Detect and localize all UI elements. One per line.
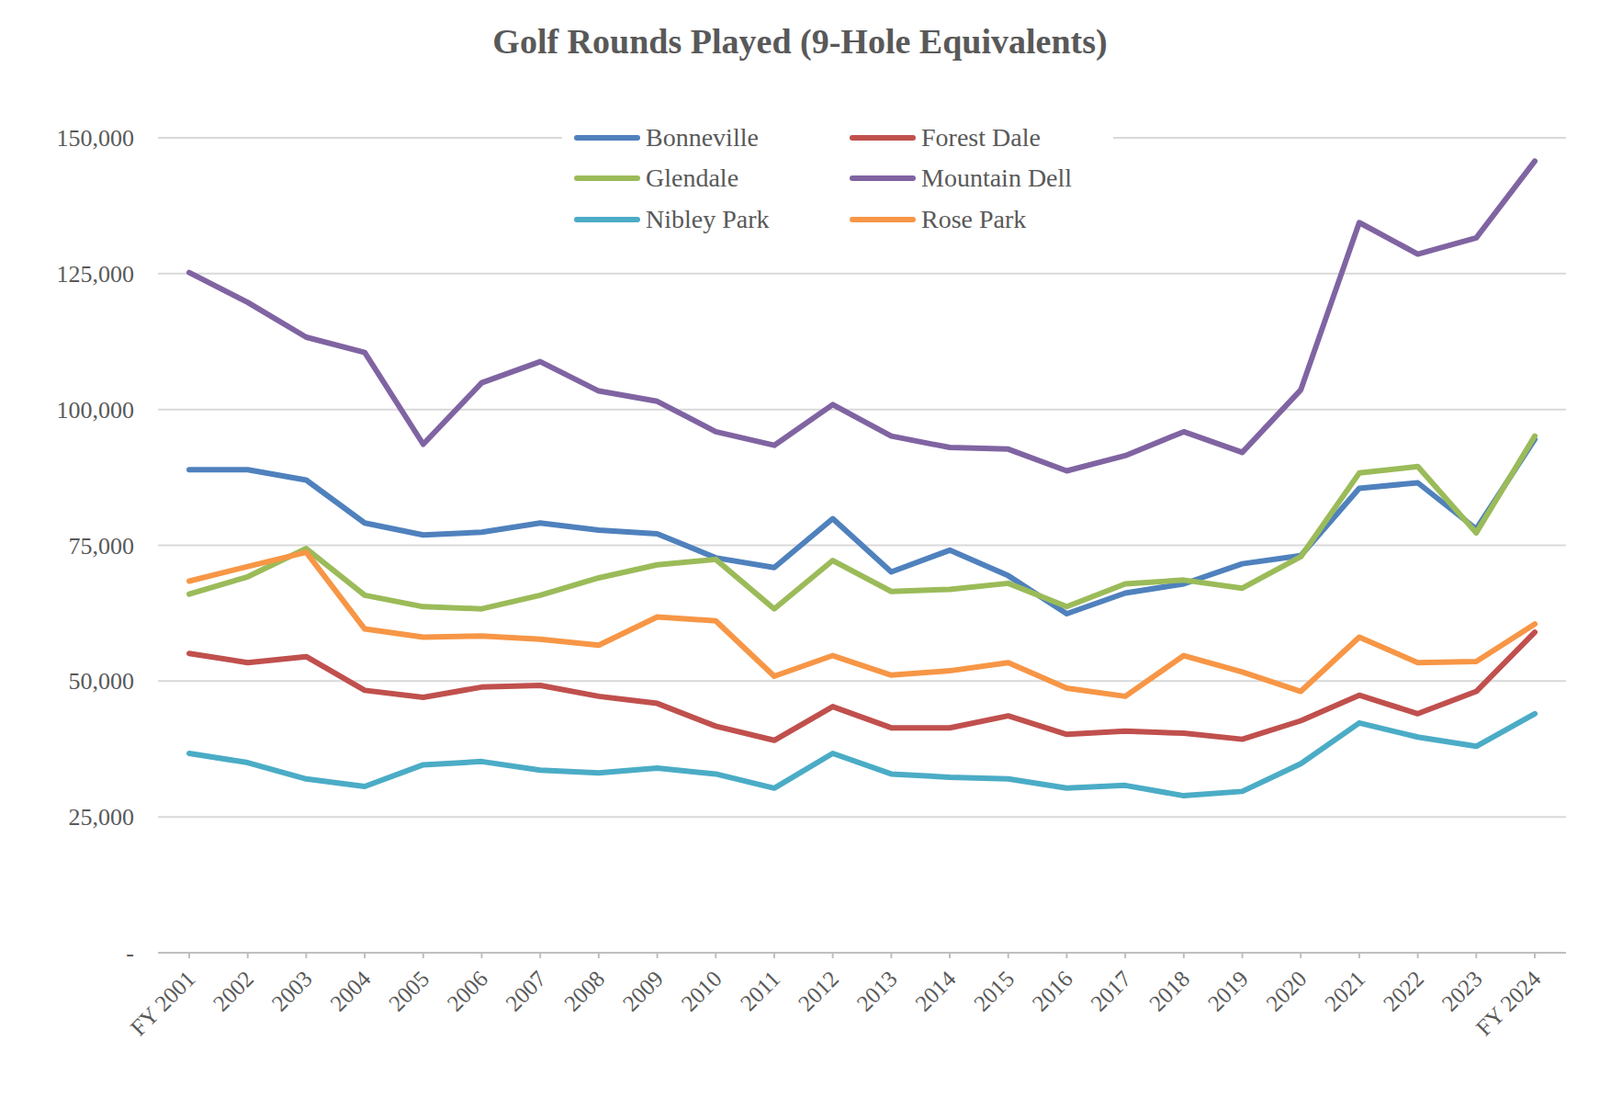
x-tick-label: 2006 (442, 965, 493, 1015)
legend-swatch (576, 135, 638, 141)
x-tick (656, 952, 659, 958)
x-tick-label: 2015 (969, 965, 1019, 1015)
y-tick-label: 50,000 (68, 667, 136, 695)
x-tick-label: 2013 (851, 965, 902, 1015)
chart: Golf Rounds Played (9-Hole Equivalents) -… (0, 0, 1600, 1097)
legend-label: Glendale (645, 163, 739, 192)
x-tick-label: 2012 (793, 965, 844, 1015)
x-tick-label: 2004 (325, 965, 376, 1016)
x-tick (1124, 952, 1127, 958)
x-tick-label: FY 2024 (1471, 965, 1546, 1040)
grid-line (157, 272, 1567, 275)
x-tick (714, 952, 717, 958)
legend: Bonneville Forest Dale Glendale Mountain De… (562, 113, 1114, 243)
x-tick (480, 952, 483, 958)
x-tick (597, 952, 600, 958)
x-tick-label: FY 2001 (125, 965, 201, 1040)
x-tick-label: 2003 (266, 965, 316, 1015)
x-tick (188, 952, 191, 958)
legend-label: Nibley Park (645, 204, 770, 234)
x-tick (832, 952, 834, 958)
grid-line (157, 408, 1567, 411)
x-tick-label: 2019 (1203, 965, 1253, 1015)
grid-line (157, 679, 1567, 682)
legend-label: Bonneville (645, 123, 759, 152)
y-tick-label: 75,000 (68, 532, 136, 560)
series-line (189, 631, 1535, 741)
x-tick (948, 952, 951, 958)
x-tick-label: 2014 (910, 965, 961, 1016)
x-tick-label: 2022 (1378, 965, 1429, 1015)
x-tick-label: 2021 (1319, 965, 1370, 1015)
grid-line (157, 815, 1567, 818)
x-tick-label: 2020 (1261, 965, 1311, 1015)
legend-label: Mountain Dell (921, 163, 1072, 192)
legend-background (562, 113, 1114, 243)
x-tick (539, 952, 541, 958)
x-tick (1533, 952, 1536, 958)
y-tick-label: 125,000 (56, 260, 136, 288)
x-tick (1065, 952, 1068, 958)
legend-label: Forest Dale (921, 123, 1041, 152)
x-tick (1417, 952, 1420, 958)
x-tick-label: 2011 (735, 965, 786, 1015)
x-tick-label: 2010 (676, 965, 726, 1015)
y-tick-label: - (125, 939, 135, 967)
x-tick (1299, 952, 1302, 958)
legend-swatch (576, 216, 638, 223)
x-tick (773, 952, 776, 958)
series-line (189, 436, 1535, 609)
x-tick-label: 2002 (208, 965, 259, 1015)
legend-label: Rose Park (921, 204, 1026, 234)
x-tick-label: 2016 (1027, 965, 1078, 1015)
y-tick-label: 150,000 (56, 124, 136, 152)
x-tick (890, 952, 892, 958)
series-group (189, 160, 1535, 796)
x-tick-label: 2007 (500, 965, 551, 1015)
x-tick-label: 2023 (1436, 965, 1487, 1015)
y-tick-label: 25,000 (68, 803, 136, 831)
x-tick (1358, 952, 1361, 958)
grid-line (157, 136, 1567, 139)
x-tick (304, 952, 307, 958)
x-tick (247, 952, 249, 958)
legend-swatch (852, 175, 913, 181)
x-tick-label: 2009 (618, 965, 668, 1015)
series-line (189, 552, 1535, 697)
legend-swatch (576, 175, 638, 181)
x-tick (1475, 952, 1477, 958)
legend-swatch (852, 135, 913, 141)
x-tick-label: 2017 (1085, 965, 1136, 1015)
x-tick (1007, 952, 1010, 958)
series-line (189, 713, 1535, 796)
title: Golf Rounds Played (9-Hole Equivalents) (492, 22, 1107, 62)
x-tick (422, 952, 425, 958)
legend-swatch (852, 216, 913, 223)
series-line (189, 439, 1535, 614)
grid-line (157, 951, 1567, 954)
x-tick-label: 2008 (559, 965, 609, 1015)
y-tick-label: 100,000 (56, 396, 136, 424)
x-tick-label: 2005 (383, 965, 434, 1015)
x-tick (363, 952, 366, 958)
x-tick (1183, 952, 1185, 958)
x-tick-label: 2018 (1144, 965, 1195, 1015)
x-tick (1241, 952, 1244, 958)
